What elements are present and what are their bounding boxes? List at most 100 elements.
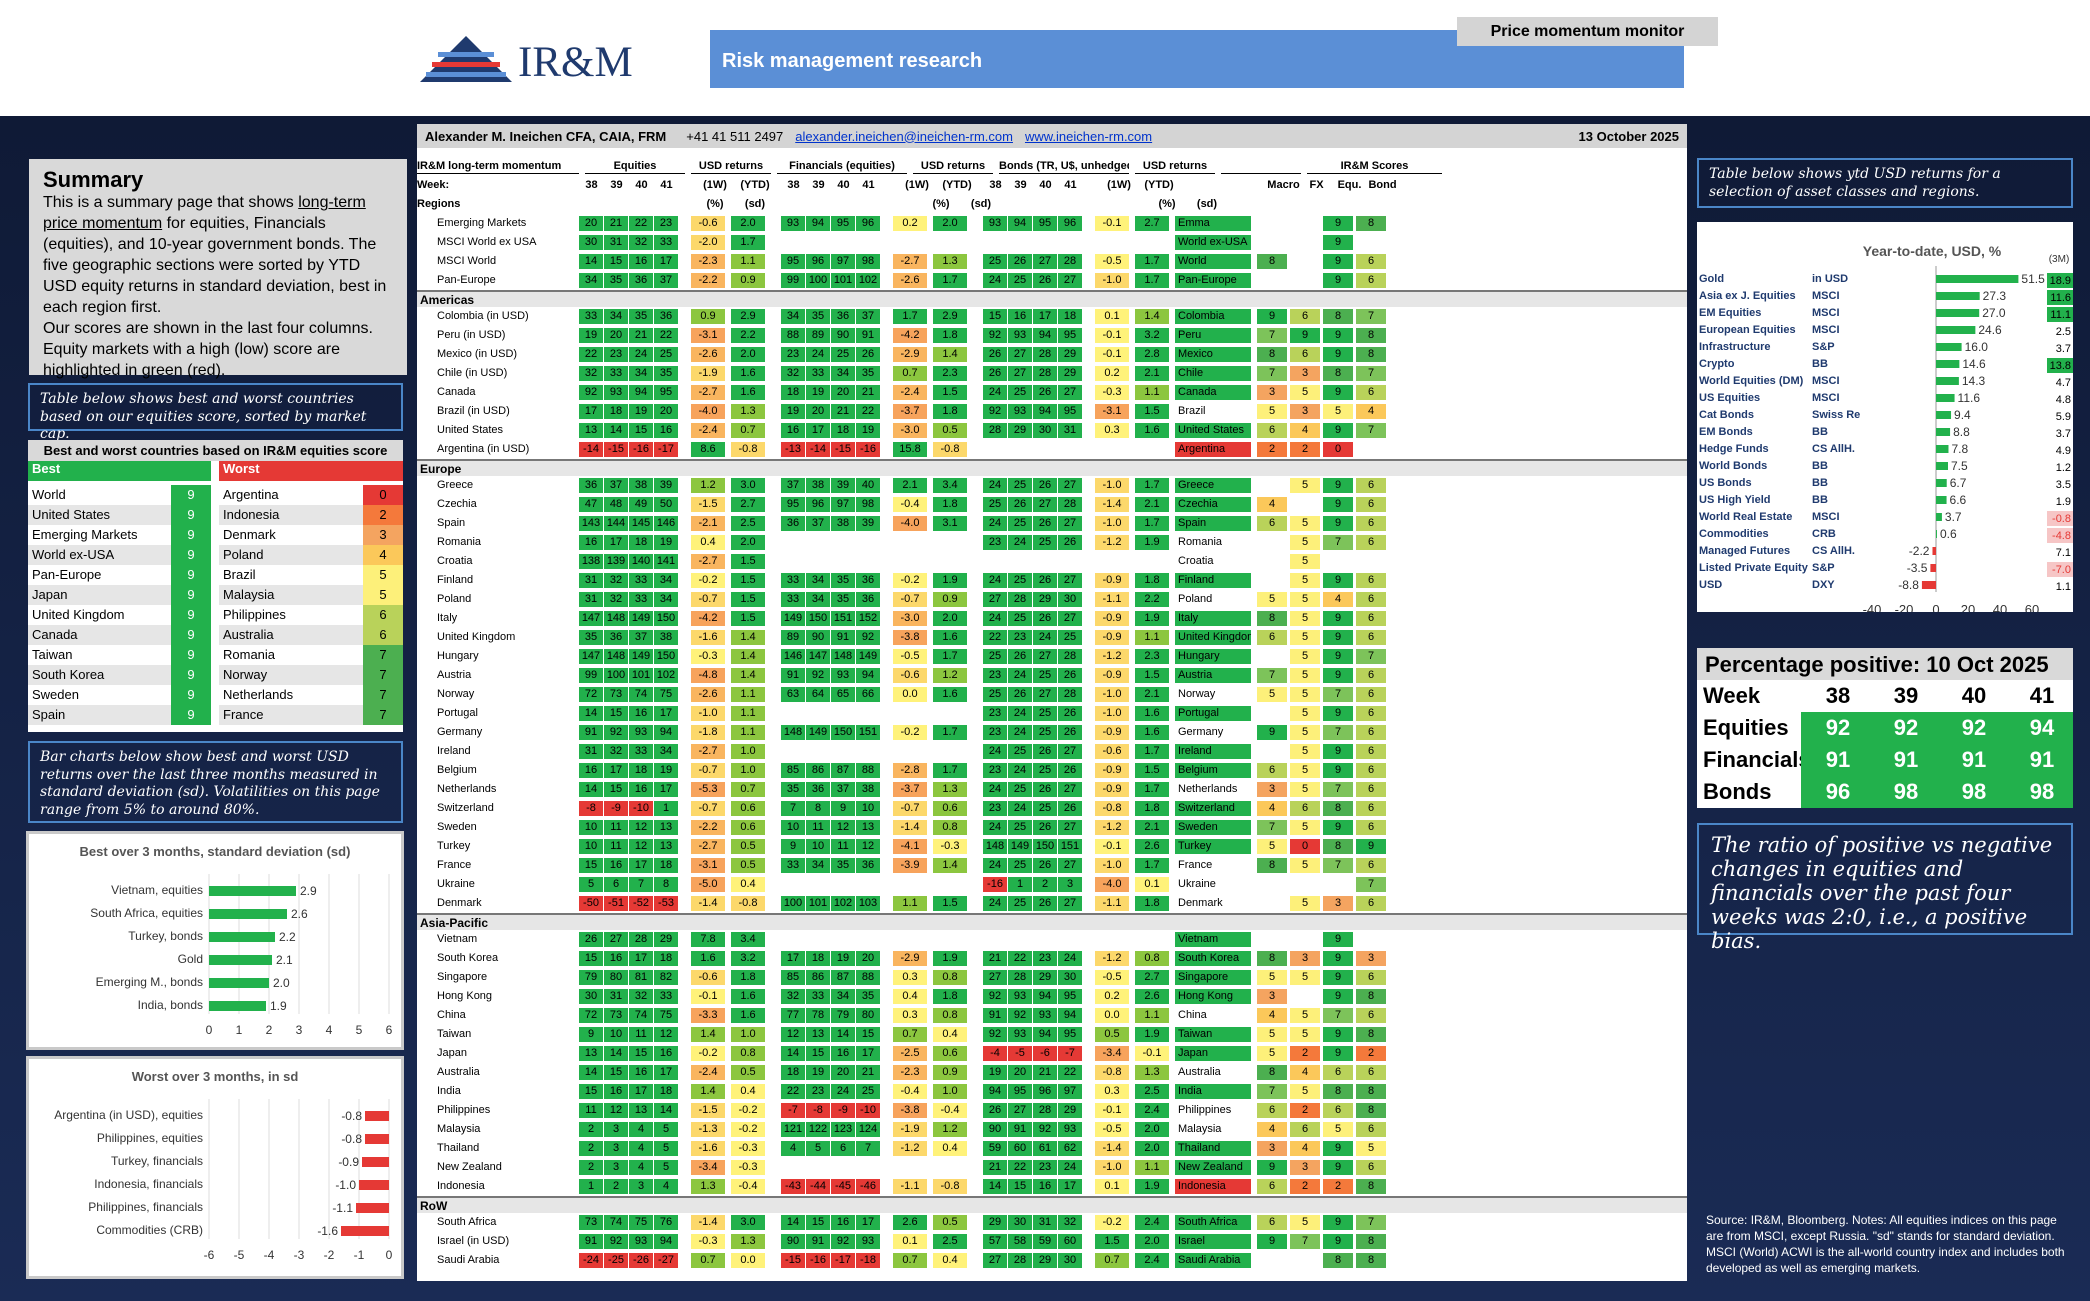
table-row: Germany 91 92 93 94 -1.8 1.1 148 149 150 151 -0.2 1.… — [417, 723, 1687, 742]
worst-country: Poland — [219, 545, 363, 565]
equity-ytd: 1.1 — [731, 254, 765, 269]
bonds-ytd: 1.3 — [1135, 1065, 1169, 1080]
financials-ytd: 1.8 — [933, 404, 967, 419]
bar-value: 2.6 — [291, 907, 308, 921]
equity-ytd: 0.5 — [731, 1065, 765, 1080]
equity-momentum: 27 — [604, 932, 628, 947]
score-country: Finland — [1175, 573, 1251, 588]
financials-momentum: 121 — [781, 1122, 805, 1137]
score: 6 — [1356, 858, 1386, 873]
header-cell: USD returns — [913, 159, 993, 174]
equity-momentum: 36 — [654, 309, 678, 324]
asset-label: Hedge Funds — [1699, 443, 1769, 455]
score: 4 — [1257, 801, 1287, 816]
score: 5 — [1290, 630, 1320, 645]
asset-label: US Bonds — [1699, 477, 1752, 489]
spacer — [973, 744, 983, 759]
equity-momentum: 17 — [629, 951, 653, 966]
equity-momentum: 48 — [604, 497, 628, 512]
bonds-momentum: 26 — [1033, 858, 1057, 873]
bonds-ytd: 1.7 — [1135, 516, 1169, 531]
financials-momentum: -7 — [781, 1103, 805, 1118]
equity-momentum: 18 — [654, 1084, 678, 1099]
equity-1w: -0.3 — [691, 649, 725, 664]
financials-ytd: 1.4 — [933, 858, 967, 873]
spacer — [1083, 178, 1099, 193]
spacer — [973, 989, 983, 1004]
financials-ytd: 1.2 — [933, 1122, 967, 1137]
equity-momentum: 95 — [654, 385, 678, 400]
bar — [365, 1134, 389, 1144]
bar — [209, 1001, 266, 1011]
bonds-1w: -1.1 — [1095, 896, 1129, 911]
equity-momentum: 16 — [604, 951, 628, 966]
header-cell: FX — [1309, 179, 1324, 191]
score-country: Czechia — [1175, 497, 1251, 512]
bonds-momentum — [1033, 554, 1057, 569]
financials-momentum: 33 — [781, 858, 805, 873]
financials-ytd — [933, 235, 967, 250]
bonds-momentum: 94 — [983, 1084, 1007, 1099]
equity-ytd: 1.5 — [731, 611, 765, 626]
bonds-momentum: 95 — [1058, 404, 1082, 419]
best-worst-table: Best and worst countries based on IR&M e… — [28, 440, 403, 732]
web-link[interactable]: www.ineichen-rm.com — [1024, 128, 1153, 144]
equity-momentum: 74 — [604, 1215, 628, 1230]
financials-momentum: 33 — [806, 366, 830, 381]
table-row: Denmark -50 -51 -52 -53 -1.4 -0.8 100 101 102 103 1… — [417, 894, 1687, 913]
spacer — [1083, 328, 1095, 343]
financials-1w — [893, 706, 927, 721]
pp-value: 40 — [1937, 680, 2005, 712]
table-row: Spain 143 144 145 146 -2.1 2.5 36 37 38 39 -4.0 3.1 2… — [417, 514, 1687, 533]
equity-momentum: 22 — [579, 347, 603, 362]
equity-momentum: 19 — [629, 404, 653, 419]
bonds-1w: -1.0 — [1095, 516, 1129, 531]
email-link[interactable]: alexander.ineichen@ineichen-rm.com — [795, 128, 1013, 144]
financials-1w — [893, 1160, 927, 1175]
score: 6 — [1290, 801, 1320, 816]
spacer — [771, 970, 781, 985]
bonds-ytd: 2.5 — [1135, 1084, 1169, 1099]
score: 9 — [1290, 328, 1320, 343]
equity-momentum: 20 — [579, 216, 603, 231]
note-ratio: The ratio of positive vs negative change… — [1697, 823, 2073, 953]
score — [1290, 1253, 1320, 1268]
score-country: Singapore — [1175, 970, 1251, 985]
best-country: Taiwan — [28, 645, 171, 665]
pp-value: 41 — [2005, 680, 2073, 712]
score: 7 — [1356, 1215, 1386, 1230]
financials-momentum: 7 — [856, 1141, 880, 1156]
spacer — [881, 951, 893, 966]
spacer — [771, 668, 781, 683]
financials-momentum: 21 — [831, 404, 855, 419]
equity-momentum: 9 — [579, 1027, 603, 1042]
best-worst-row: World ex-USA 9 Poland 4 — [28, 545, 403, 565]
spacer — [679, 1008, 691, 1023]
financials-momentum: 36 — [831, 309, 855, 324]
equity-momentum: 16 — [629, 254, 653, 269]
score: 6 — [1257, 630, 1287, 645]
equity-momentum: 11 — [579, 1103, 603, 1118]
header-cell: 40 — [837, 179, 850, 191]
financials-momentum — [856, 744, 880, 759]
bonds-momentum: 92 — [1008, 1008, 1032, 1023]
score-country: China — [1178, 1009, 1207, 1021]
bonds-momentum: 26 — [1033, 611, 1057, 626]
score: 5 — [1290, 858, 1320, 873]
score: 5 — [1257, 1046, 1287, 1061]
asset-label: Managed Futures — [1699, 545, 1790, 557]
bonds-momentum: 23 — [1008, 630, 1032, 645]
author: Alexander M. Ineichen CFA, CAIA, FRM — [425, 128, 667, 144]
score: 9 — [1257, 1160, 1287, 1175]
score — [1257, 896, 1287, 911]
row-label: Italy — [437, 612, 458, 624]
spacer — [771, 1084, 781, 1099]
score: 6 — [1356, 706, 1386, 721]
bonds-momentum: 28 — [1033, 347, 1057, 362]
score-country: Switzerland — [1175, 801, 1251, 816]
row-label: India — [437, 1085, 461, 1097]
equity-momentum: 35 — [579, 630, 603, 645]
3m-cell — [2047, 358, 2073, 373]
bonds-momentum: 27 — [1058, 896, 1082, 911]
score: 7 — [1356, 423, 1386, 438]
